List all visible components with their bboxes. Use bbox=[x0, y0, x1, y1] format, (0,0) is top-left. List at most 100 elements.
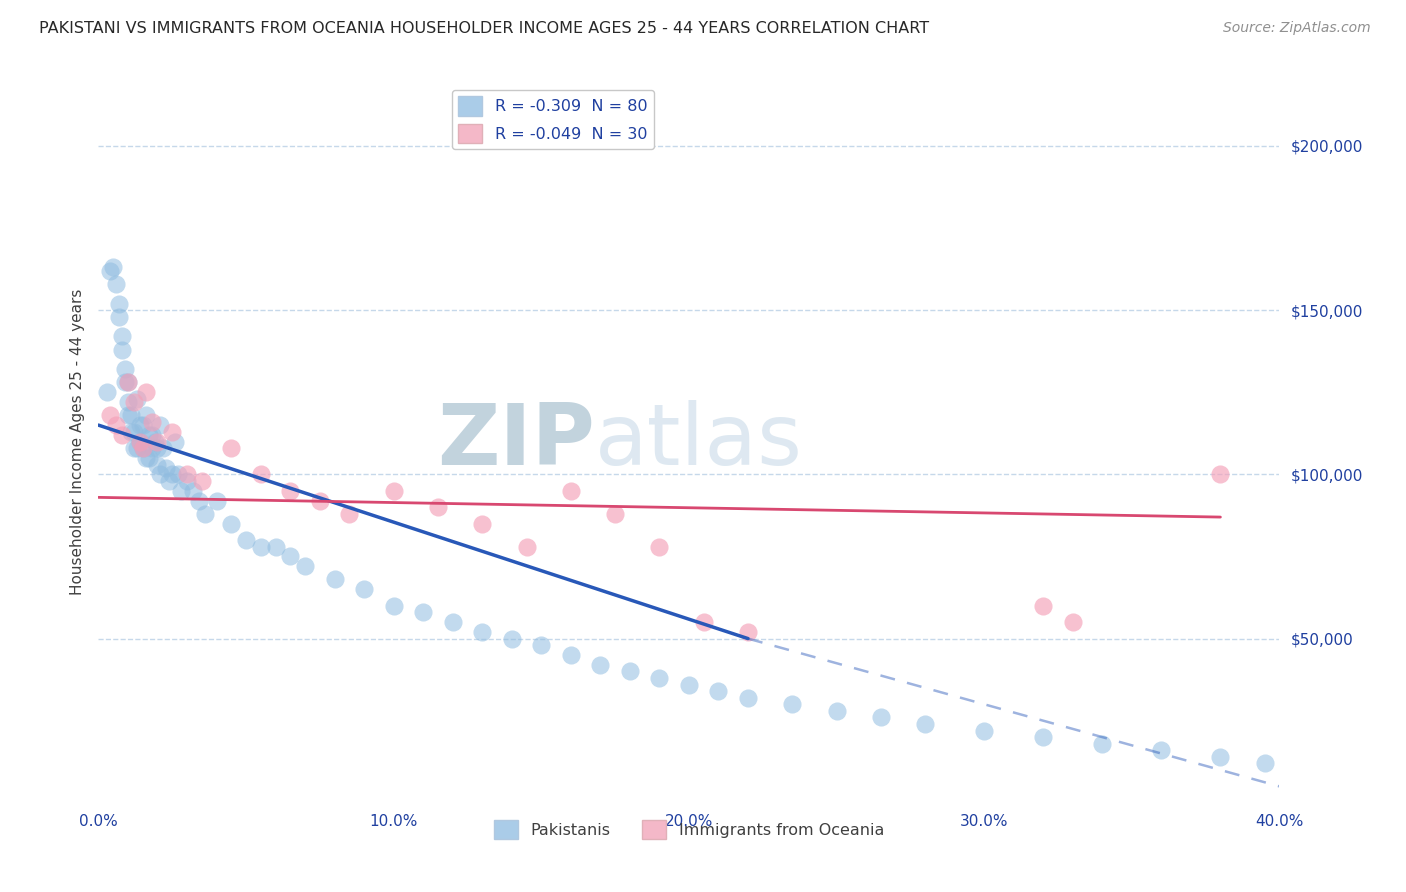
Point bbox=[128, 434, 150, 449]
Point bbox=[191, 474, 214, 488]
Point bbox=[114, 362, 136, 376]
Point bbox=[221, 516, 243, 531]
Point bbox=[1386, 776, 1406, 790]
Point bbox=[737, 690, 759, 705]
Point bbox=[125, 392, 148, 406]
Point bbox=[146, 434, 169, 449]
Point bbox=[138, 450, 160, 465]
Point bbox=[323, 573, 346, 587]
Point bbox=[205, 493, 228, 508]
Point bbox=[382, 599, 405, 613]
Point bbox=[619, 665, 641, 679]
Y-axis label: Householder Income Ages 25 - 44 years: Householder Income Ages 25 - 44 years bbox=[69, 288, 84, 595]
Point bbox=[108, 296, 131, 310]
Point bbox=[412, 605, 434, 619]
Point bbox=[181, 483, 204, 498]
Point bbox=[1032, 730, 1054, 744]
Point bbox=[1298, 763, 1320, 777]
Point bbox=[105, 277, 128, 291]
Point bbox=[1254, 756, 1277, 771]
Point bbox=[165, 434, 187, 449]
Point bbox=[825, 704, 848, 718]
Point bbox=[117, 376, 139, 390]
Point bbox=[221, 441, 243, 455]
Point bbox=[530, 638, 553, 652]
Point bbox=[441, 615, 464, 630]
Point bbox=[294, 559, 316, 574]
Text: atlas: atlas bbox=[595, 400, 803, 483]
Point bbox=[149, 418, 172, 433]
Point bbox=[135, 409, 157, 423]
Point bbox=[471, 516, 494, 531]
Text: PAKISTANI VS IMMIGRANTS FROM OCEANIA HOUSEHOLDER INCOME AGES 25 - 44 YEARS CORRE: PAKISTANI VS IMMIGRANTS FROM OCEANIA HOU… bbox=[39, 21, 929, 36]
Point bbox=[135, 450, 157, 465]
Point bbox=[149, 467, 172, 482]
Point bbox=[152, 441, 174, 455]
Point bbox=[973, 723, 995, 738]
Point bbox=[135, 385, 157, 400]
Point bbox=[141, 415, 163, 429]
Point bbox=[1150, 743, 1173, 757]
Point bbox=[693, 615, 716, 630]
Point bbox=[120, 409, 142, 423]
Point bbox=[280, 483, 302, 498]
Point bbox=[280, 549, 302, 564]
Point bbox=[250, 467, 273, 482]
Legend: Pakistanis, Immigrants from Oceania: Pakistanis, Immigrants from Oceania bbox=[486, 814, 891, 846]
Point bbox=[1032, 599, 1054, 613]
Point bbox=[146, 458, 169, 472]
Point bbox=[1209, 467, 1232, 482]
Point bbox=[250, 540, 273, 554]
Point bbox=[353, 582, 375, 597]
Point bbox=[782, 698, 804, 712]
Point bbox=[187, 493, 209, 508]
Point bbox=[560, 483, 582, 498]
Text: Source: ZipAtlas.com: Source: ZipAtlas.com bbox=[1223, 21, 1371, 35]
Point bbox=[96, 385, 118, 400]
Point bbox=[235, 533, 257, 547]
Point bbox=[501, 632, 523, 646]
Point bbox=[117, 376, 139, 390]
Point bbox=[605, 507, 627, 521]
Point bbox=[128, 418, 150, 433]
Point bbox=[648, 540, 671, 554]
Point bbox=[125, 441, 148, 455]
Point bbox=[128, 434, 150, 449]
Point bbox=[132, 441, 155, 455]
Point bbox=[103, 260, 125, 275]
Point bbox=[309, 493, 332, 508]
Point bbox=[737, 625, 759, 640]
Point bbox=[382, 483, 405, 498]
Point bbox=[870, 710, 893, 724]
Point bbox=[914, 717, 936, 731]
Point bbox=[98, 409, 121, 423]
Point bbox=[170, 483, 193, 498]
Point bbox=[98, 264, 121, 278]
Point bbox=[560, 648, 582, 662]
Point bbox=[1062, 615, 1084, 630]
Point bbox=[132, 418, 155, 433]
Point bbox=[339, 507, 361, 521]
Point bbox=[108, 310, 131, 324]
Point bbox=[194, 507, 217, 521]
Point bbox=[1091, 737, 1114, 751]
Point bbox=[176, 474, 198, 488]
Point bbox=[138, 428, 160, 442]
Point bbox=[143, 434, 166, 449]
Point bbox=[1209, 749, 1232, 764]
Point bbox=[162, 467, 183, 482]
Point bbox=[516, 540, 538, 554]
Point bbox=[162, 425, 183, 439]
Point bbox=[141, 428, 163, 442]
Point bbox=[117, 395, 139, 409]
Point bbox=[141, 441, 163, 455]
Point bbox=[111, 428, 134, 442]
Point bbox=[105, 418, 128, 433]
Point bbox=[157, 474, 180, 488]
Point bbox=[111, 343, 134, 357]
Point bbox=[471, 625, 494, 640]
Point bbox=[589, 657, 612, 672]
Point bbox=[132, 441, 155, 455]
Point bbox=[122, 441, 145, 455]
Point bbox=[648, 671, 671, 685]
